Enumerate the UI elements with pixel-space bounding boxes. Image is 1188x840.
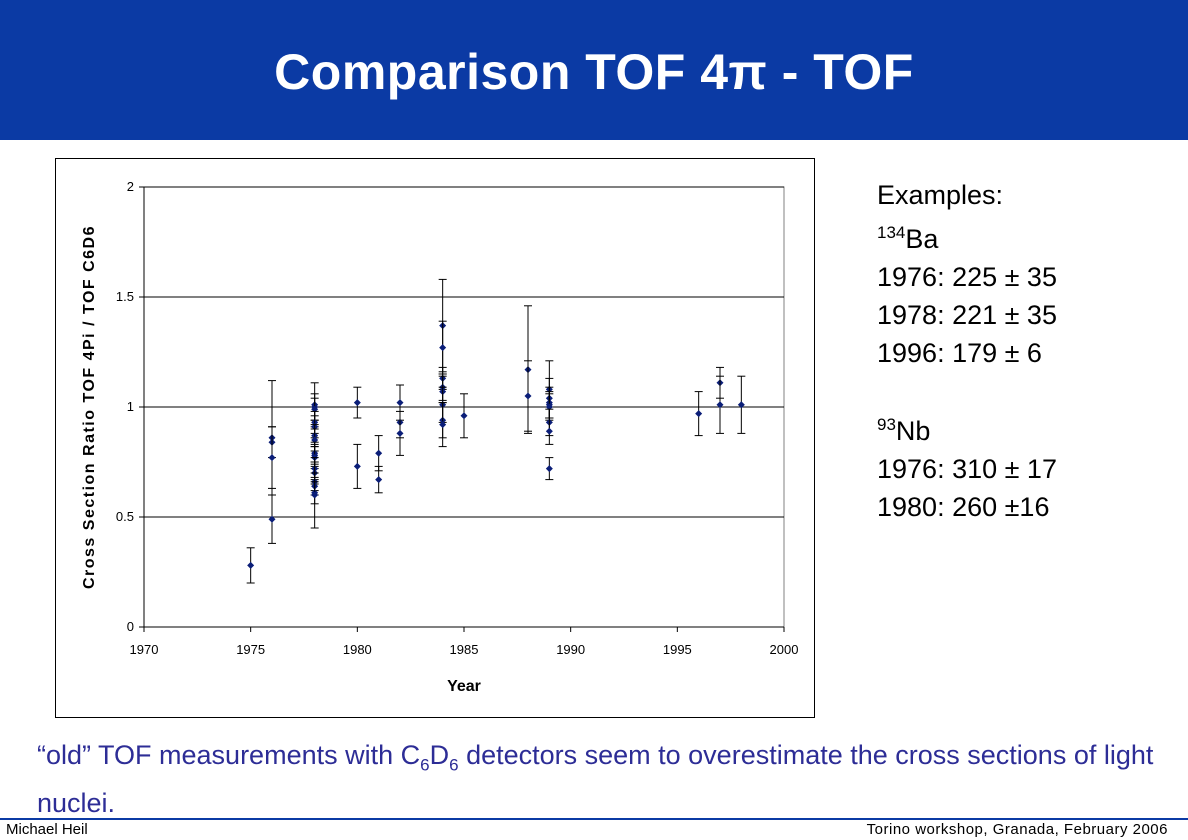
data-point [375,449,383,457]
data-point [311,491,319,499]
x-tick-label: 1990 [556,642,585,657]
x-tick-label: 2000 [770,642,799,657]
isotope-nb-symbol: Nb [895,416,931,446]
x-tick-label: 1980 [343,642,372,657]
chart-frame: 0 0.5 1 1.5 2 1970 1975 1980 1985 1990 1995 2000 Ye… [55,158,815,718]
isotope-ba-mass: 134 [877,223,906,242]
conclusion-subscript: 6 [449,755,459,775]
slide-title: Comparison TOF 4π - TOF [274,44,914,100]
data-point [268,515,276,523]
data-point [737,401,745,409]
y-tick-label: 1.5 [116,289,134,304]
data-point [247,561,255,569]
x-axis-title: Year [447,678,481,695]
y-axis-title: Cross Section Ratio TOF 4Pi / TOF C6D6 [81,225,98,589]
spacer [877,372,1177,406]
data-point [353,462,361,470]
data-point [716,401,724,409]
data-point [545,465,553,473]
x-tick-label: 1975 [236,642,265,657]
data-point [396,429,404,437]
x-tick-label: 1970 [130,642,159,657]
x-tick-label: 1995 [663,642,692,657]
conclusion-subscript: 6 [420,755,430,775]
data-point [545,427,553,435]
isotope-ba-label: 134Ba [877,214,1177,258]
data-point [695,410,703,418]
scatter-chart: 0 0.5 1 1.5 2 1970 1975 1980 1985 1990 1995 2000 Ye… [81,179,799,695]
conclusion-text: “old” TOF measurements with C6D6 detecto… [37,736,1157,822]
examples-panel: Examples: 134Ba 1976: 225 ± 35 1978: 221… [877,176,1177,526]
isotope-nb-mass: 93 [877,415,896,434]
x-tick-label: 1985 [450,642,479,657]
y-tick-label: 1 [127,399,134,414]
example-row: 1978: 221 ± 35 [877,300,1057,330]
conclusion-part: D [429,740,450,770]
axes: 0 0.5 1 1.5 2 1970 1975 1980 1985 1990 1995 2000 [116,179,799,657]
title-banner [0,0,1188,140]
examples-heading: Examples: [877,180,1004,210]
example-row: 1976: 225 ± 35 [877,262,1057,292]
example-row: 1980: 260 ±16 [877,492,1050,522]
data-point [396,399,404,407]
y-tick-label: 2 [127,179,134,194]
data-point [524,392,532,400]
isotope-nb-label: 93Nb [877,406,1177,450]
conclusion-part: “old” TOF measurements with C [37,740,421,770]
y-tick-label: 0.5 [116,509,134,524]
data-point [460,412,468,420]
data-point [439,421,447,429]
data-point [439,344,447,352]
data-points [246,278,746,584]
footer-event: Torino workshop, Granada, February 2006 [866,821,1168,838]
data-point [268,454,276,462]
isotope-ba-symbol: Ba [905,224,939,254]
example-row: 1976: 310 ± 17 [877,454,1057,484]
footer-divider [0,818,1188,820]
y-tick-label: 0 [127,619,134,634]
data-point [353,399,361,407]
footer-author: Michael Heil [6,821,88,838]
data-point [375,476,383,484]
example-row: 1996: 179 ± 6 [877,338,1042,368]
conclusion-part: detectors seem to overestimate the cross… [37,740,1154,819]
